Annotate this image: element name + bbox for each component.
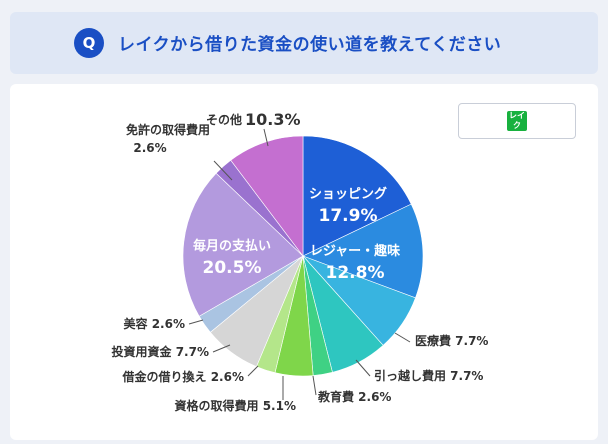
leader-line-12 [263,128,269,147]
slice-label-3: 医療費 7.7% [415,333,488,348]
slice-label-11: 免許の取得費用 [126,122,210,137]
slice-label-6: 資格の取得費用 5.1% [175,398,296,413]
question-badge: Q [74,28,104,58]
question-header: Q レイクから借りた資金の使い道を教えてください [10,12,598,74]
leader-line-4 [355,359,371,377]
slice-label-1: ショッピング [309,186,387,202]
leader-line-3 [394,332,411,343]
slice-value-10: 20.5% [203,258,262,278]
leader-line-9 [188,319,204,325]
slice-value-1: 17.9% [319,206,378,226]
leader-line-8 [212,344,231,353]
pie-slice-2 [302,203,424,299]
leader-line-7 [247,365,259,377]
slice-value-2: 12.8% [326,263,385,283]
pie-slice-12 [230,135,304,257]
lake-logo: レイク [507,111,527,131]
leader-line-5 [312,375,317,396]
slice-label-4: 引っ越し費用 7.7% [374,368,483,383]
slice-label-7: 借金の借り換え 2.6% [122,369,244,384]
slice-value-12: 10.3% [245,110,301,129]
pie-slice-1 [302,135,412,257]
slice-label-10: 毎月の支払い [193,238,271,254]
slice-label-8: 投資用資金 7.7% [112,344,209,359]
slice-label-5: 教育費 2.6% [317,389,391,404]
slice-value-11: 2.6% [133,141,166,155]
question-title: レイクから借りた資金の使い道を教えてください [118,35,502,55]
pie-slice-10 [182,172,304,317]
slice-label-9: 美容 2.6% [124,316,185,331]
leader-line-11 [213,160,233,181]
brand-logo-box: レイク [458,103,576,139]
slice-label-2: レジャー・趣味 [310,243,400,259]
slice-label-12: その他 [206,112,242,127]
